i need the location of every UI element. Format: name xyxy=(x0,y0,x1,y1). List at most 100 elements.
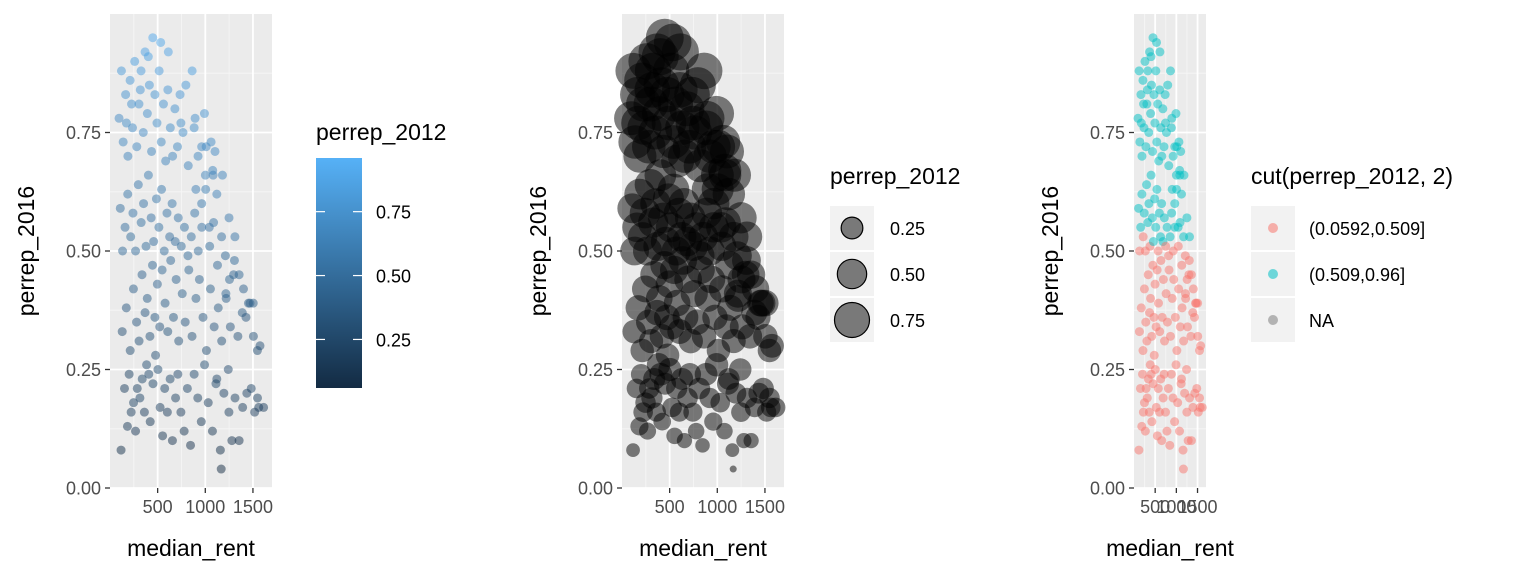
data-point xyxy=(176,407,186,417)
y-axis-title: perrep_2016 xyxy=(525,186,551,316)
data-point xyxy=(145,417,155,427)
y-axis-title: perrep_2016 xyxy=(1037,186,1063,316)
y-tick-label: 0.00 xyxy=(66,479,101,499)
data-point xyxy=(160,298,170,308)
data-point xyxy=(638,422,657,440)
data-point xyxy=(653,412,672,431)
data-point xyxy=(1172,346,1182,356)
y-tick-label: 0.50 xyxy=(578,242,613,262)
data-point xyxy=(186,440,196,450)
y-tick-label: 0.00 xyxy=(578,479,613,499)
data-point xyxy=(124,369,134,379)
point-layer xyxy=(114,33,269,474)
data-point xyxy=(182,383,192,393)
data-point xyxy=(626,443,640,457)
data-point xyxy=(1167,184,1177,194)
data-point xyxy=(712,177,746,211)
data-point xyxy=(751,289,779,317)
legend-size-symbol xyxy=(836,258,868,290)
data-point xyxy=(148,379,158,389)
legend-title: perrep_2012 xyxy=(830,163,960,189)
data-point xyxy=(157,184,167,194)
data-point xyxy=(217,232,227,242)
data-point xyxy=(759,387,780,409)
data-point xyxy=(166,255,176,265)
data-point xyxy=(167,199,177,209)
data-point xyxy=(134,99,144,109)
data-point xyxy=(1176,374,1186,384)
data-point xyxy=(1141,142,1151,152)
data-point xyxy=(154,66,164,76)
data-point xyxy=(1162,222,1172,232)
legend-size-symbol xyxy=(833,301,871,339)
data-point xyxy=(1157,199,1167,209)
data-point xyxy=(206,137,216,147)
data-point xyxy=(201,184,211,194)
data-point xyxy=(725,443,740,457)
data-point xyxy=(1166,369,1176,379)
data-point xyxy=(171,393,181,403)
data-point xyxy=(135,85,145,95)
data-point xyxy=(1142,180,1152,190)
data-point xyxy=(173,369,183,379)
data-point xyxy=(1139,208,1149,218)
data-point xyxy=(1186,270,1196,280)
data-point xyxy=(1182,213,1192,223)
legend-title: perrep_2012 xyxy=(316,119,446,145)
data-point xyxy=(159,246,169,256)
y-tick-label: 0.00 xyxy=(1090,479,1125,499)
data-point xyxy=(177,289,187,299)
data-point xyxy=(230,393,240,403)
data-point xyxy=(717,368,740,390)
data-point xyxy=(675,105,711,141)
x-tick-label: 1500 xyxy=(233,497,273,517)
x-tick-label: 500 xyxy=(143,497,173,517)
point-layer xyxy=(1133,33,1207,474)
data-point xyxy=(1176,146,1186,156)
data-point xyxy=(150,90,160,100)
data-point xyxy=(1178,445,1188,455)
data-point xyxy=(1173,241,1183,251)
data-point xyxy=(760,333,784,358)
legend-label: (0.509,0.96] xyxy=(1309,265,1405,285)
data-point xyxy=(1158,104,1168,114)
data-point xyxy=(143,170,153,180)
legend-color-symbol xyxy=(1268,223,1278,233)
data-point xyxy=(118,246,128,256)
data-point xyxy=(1171,109,1181,119)
data-point xyxy=(127,123,137,133)
data-point xyxy=(145,331,155,341)
data-point xyxy=(168,312,178,322)
data-point xyxy=(186,232,196,242)
data-point xyxy=(687,422,705,440)
data-point xyxy=(204,222,214,232)
data-point xyxy=(217,336,227,346)
data-point xyxy=(170,104,180,114)
data-point xyxy=(197,222,207,232)
data-point xyxy=(167,436,177,446)
data-point xyxy=(1134,66,1144,76)
data-point xyxy=(246,383,256,393)
data-point xyxy=(201,346,211,356)
data-point xyxy=(163,327,173,337)
data-point xyxy=(125,75,135,85)
data-point xyxy=(205,284,215,294)
data-point xyxy=(1152,265,1162,275)
data-point xyxy=(158,431,168,441)
data-point xyxy=(117,327,127,337)
data-point xyxy=(130,56,140,66)
data-point xyxy=(193,246,203,256)
data-point xyxy=(215,445,225,455)
data-point xyxy=(1195,393,1205,403)
x-tick-label: 1000 xyxy=(185,497,225,517)
data-point xyxy=(716,422,733,440)
data-point xyxy=(1150,365,1160,374)
data-point xyxy=(1153,246,1163,256)
data-point xyxy=(178,128,188,137)
data-point xyxy=(157,265,167,275)
data-point xyxy=(1142,85,1152,95)
y-tick-label: 0.75 xyxy=(578,123,613,143)
data-point xyxy=(676,432,693,449)
data-point xyxy=(1149,312,1159,322)
data-point xyxy=(191,293,201,303)
